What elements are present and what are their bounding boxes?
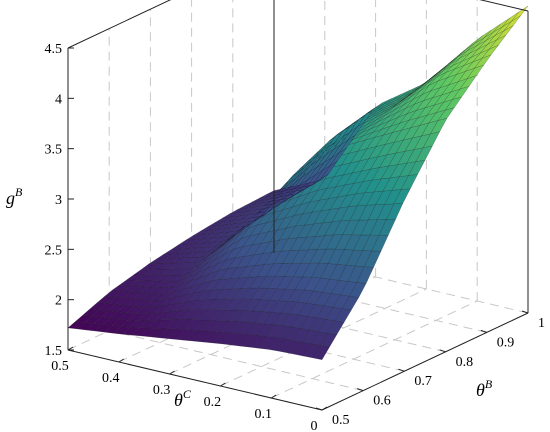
x-tick-mark-4 xyxy=(118,358,125,363)
y-tick-mark-5 xyxy=(521,310,529,314)
x-tick-mark-2 xyxy=(220,382,226,387)
y-tick-label-0: 0.5 xyxy=(332,413,350,428)
z-tick-label-4: 3.5 xyxy=(45,143,63,158)
frame-edge-6 xyxy=(321,312,529,411)
z-axis-label: gB xyxy=(6,185,23,208)
z-tick-label-2: 2.5 xyxy=(45,243,63,258)
y-tick-label-3: 0.8 xyxy=(456,355,474,370)
z-tick-label-6: 4.5 xyxy=(45,42,63,57)
tick-layer: 1.5 2 2.5 3 3.5 4 4.5 0 0.1 0.2 0.3 0.4 0.5 0.5 0.6 0.7… xyxy=(45,42,546,432)
x-axis-label: θC xyxy=(174,387,192,410)
x-tick-label-2: 0.2 xyxy=(204,395,222,410)
grid-line-floor-c-1 xyxy=(270,300,478,399)
y-tick-mark-3 xyxy=(439,349,446,353)
y-tick-label-4: 0.9 xyxy=(497,335,515,350)
frame-edge-5 xyxy=(67,349,323,411)
surface-layer xyxy=(67,5,529,360)
z-tick-label-3: 3 xyxy=(55,193,62,208)
z-tick-label-5: 4 xyxy=(55,92,62,107)
x-tick-label-1: 0.1 xyxy=(254,407,272,422)
y-tick-mark-1 xyxy=(357,388,364,392)
x-tick-mark-0 xyxy=(321,406,328,411)
y-tick-mark-4 xyxy=(480,329,487,333)
y-tick-mark-2 xyxy=(398,368,405,372)
y-tick-label-2: 0.7 xyxy=(414,374,432,389)
y-tick-label-1: 0.6 xyxy=(373,394,391,409)
y-tick-mark-0 xyxy=(315,407,323,411)
frame-edge-4 xyxy=(479,0,529,12)
x-tick-mark-1 xyxy=(270,394,277,399)
frame-edge-3 xyxy=(67,0,172,49)
x-tick-label-5: 0.5 xyxy=(51,359,69,374)
x-tick-mark-5 xyxy=(67,346,74,351)
y-axis-label: θB xyxy=(476,377,493,400)
x-tick-label-0: 0 xyxy=(311,419,318,432)
surface-cell-0-27 xyxy=(511,5,529,22)
y-tick-label-5: 1 xyxy=(538,316,545,331)
frame-layer xyxy=(67,0,529,411)
z-tick-label-0: 1.5 xyxy=(45,344,63,359)
x-tick-label-3: 0.3 xyxy=(153,383,171,398)
x-tick-mark-3 xyxy=(169,370,175,375)
z-tick-label-1: 2 xyxy=(55,294,62,309)
grid-line-floor-b-1 xyxy=(109,330,364,392)
x-tick-label-4: 0.4 xyxy=(102,371,120,386)
